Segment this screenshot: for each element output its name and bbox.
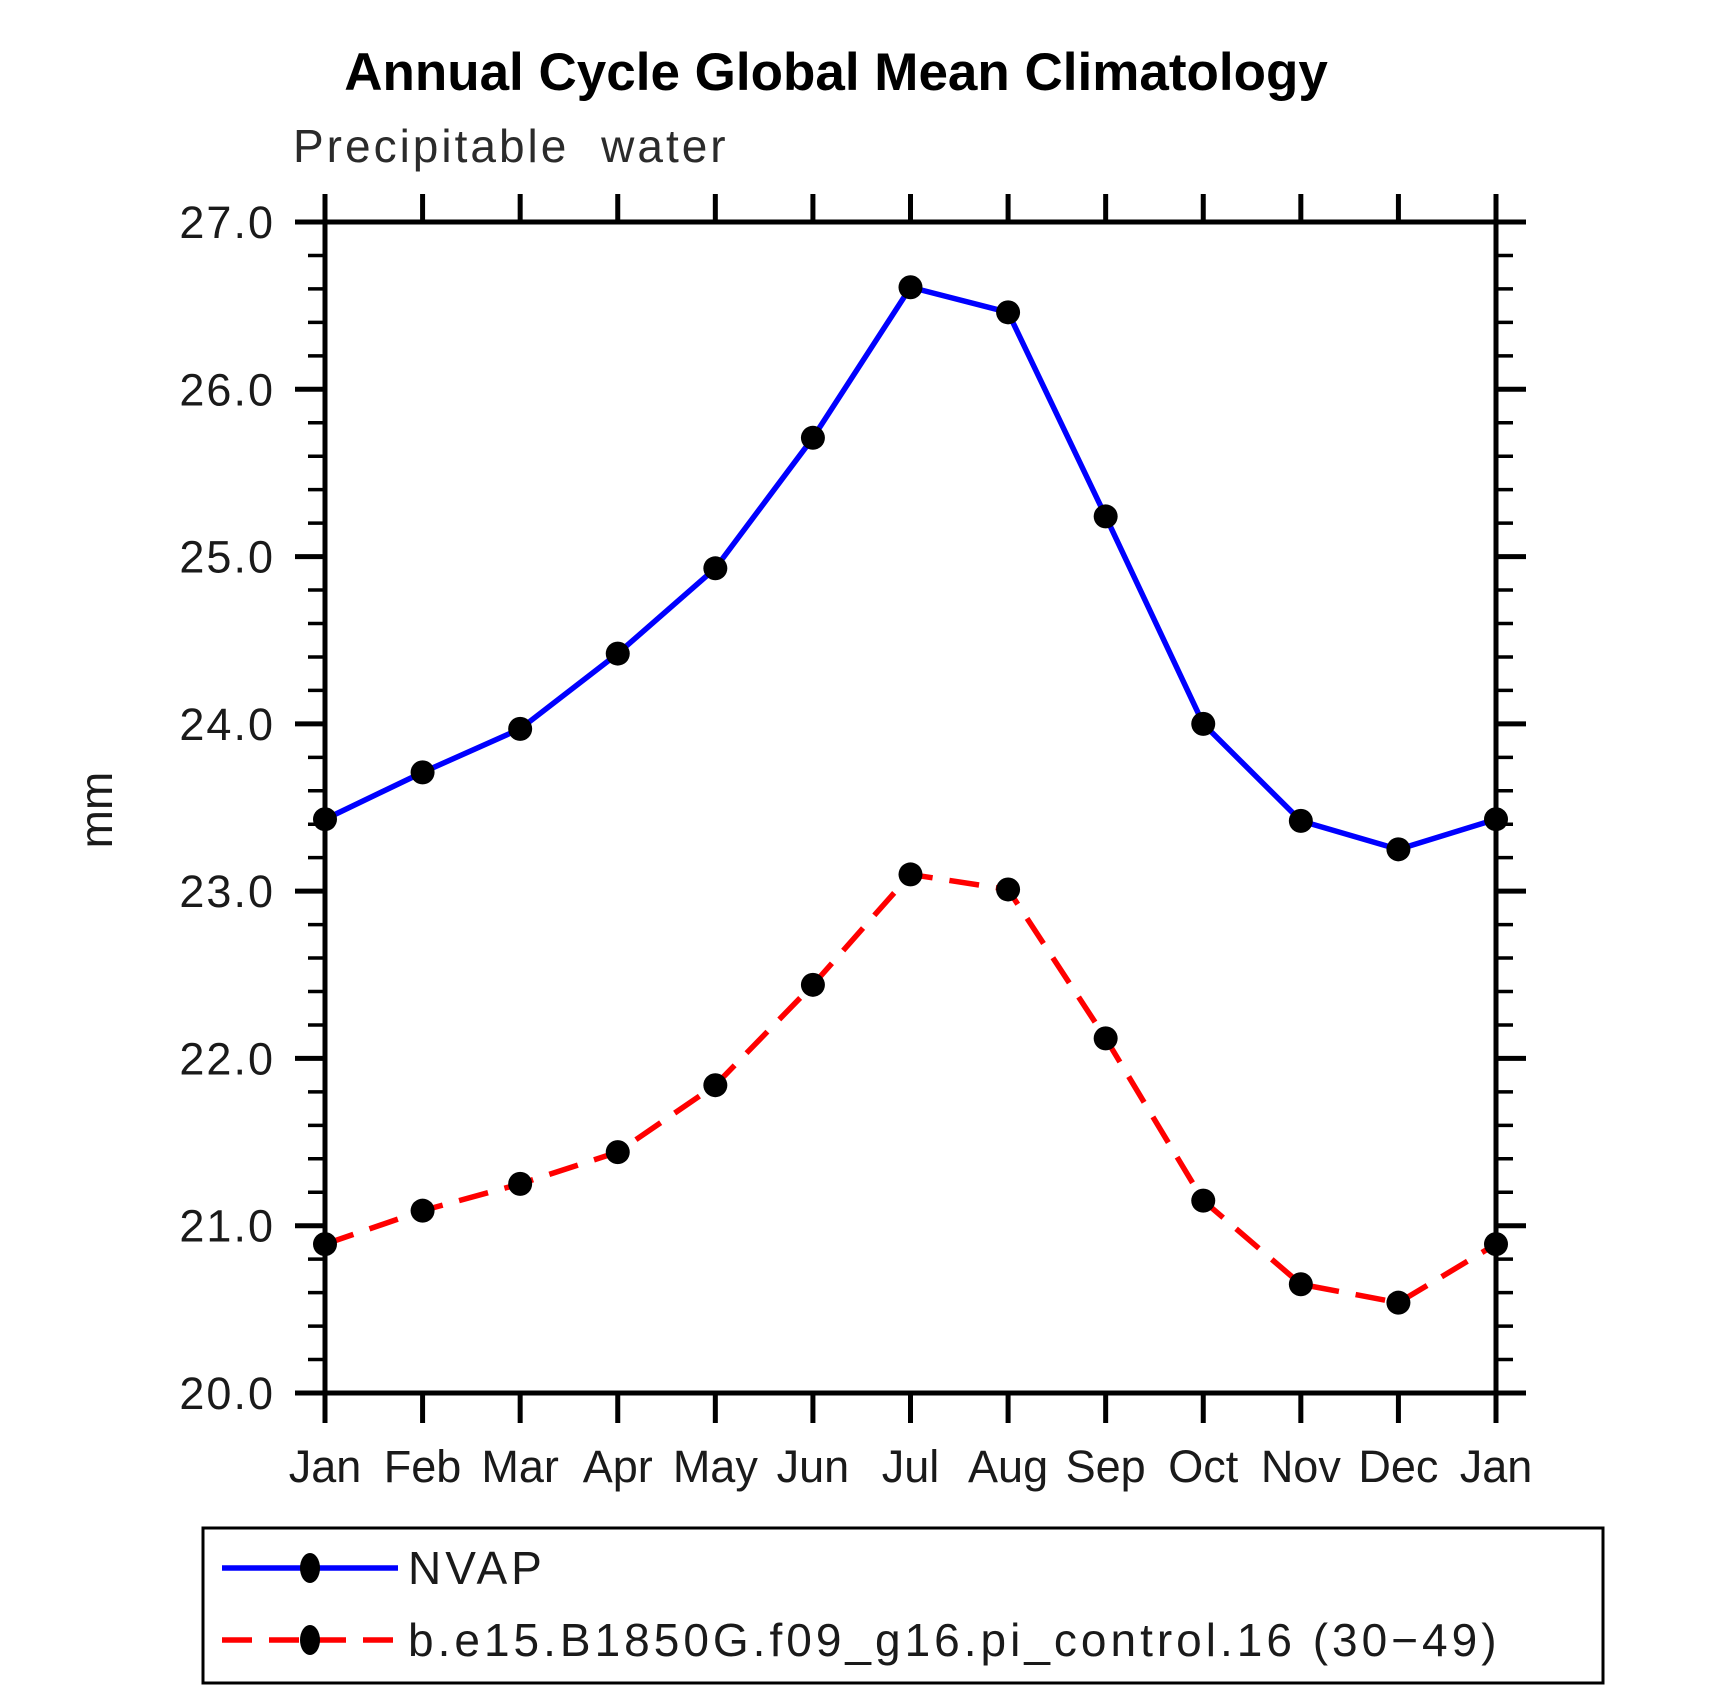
series-line-1	[324, 871, 1498, 1306]
series-1-marker	[313, 1232, 337, 1257]
series-1-marker	[1288, 1272, 1313, 1297]
series-1-marker	[605, 1140, 630, 1165]
x-tick-label: Jul	[882, 1441, 940, 1492]
legend-marker-nvap	[300, 1553, 320, 1583]
series-0-marker	[703, 556, 728, 581]
x-tick-label: Aug	[968, 1441, 1048, 1492]
chart-subtitle: Precipitable water	[293, 120, 729, 172]
axes: Jan Feb Mar Apr May Jun Jul Aug Sep Oct Nov Dec Jan 2…	[179, 194, 1532, 1492]
y-tick-label: 24.0	[179, 699, 275, 750]
plot-frame	[322, 219, 1499, 1396]
x-tick-label: May	[673, 1441, 759, 1492]
chart-title: Annual Cycle Global Mean Climatology	[344, 43, 1328, 102]
series-0-marker	[605, 641, 630, 666]
series-0-marker	[1484, 807, 1508, 832]
series-1-marker	[703, 1073, 728, 1098]
y-tick-label: 26.0	[179, 364, 275, 415]
y-tick-label: 22.0	[179, 1033, 275, 1084]
y-tick-label: 23.0	[179, 866, 275, 917]
series-line-0	[323, 284, 1497, 853]
series-1-marker	[410, 1198, 435, 1223]
series-1-marker	[508, 1171, 533, 1196]
y-axis-label: mm	[70, 772, 122, 849]
x-tick-label: Apr	[583, 1441, 653, 1492]
legend-label-model: b.e15.B1850G.f09_g16.pi_control.16 (30−4…	[408, 1614, 1501, 1666]
series-1-marker	[996, 877, 1021, 902]
series-1-marker	[1093, 1026, 1118, 1051]
x-tick-label: Jun	[777, 1441, 850, 1492]
series-0-marker	[996, 300, 1021, 325]
series-0-marker	[508, 716, 533, 741]
x-tick-label: Dec	[1358, 1441, 1438, 1492]
x-tick-label: Feb	[384, 1441, 462, 1492]
series-1-marker	[800, 972, 825, 997]
series-0-marker	[800, 425, 825, 450]
x-tick-label: Oct	[1168, 1441, 1239, 1492]
series-0-marker	[1191, 711, 1216, 736]
legend-box	[201, 1526, 1605, 1685]
y-tick-label: 25.0	[179, 532, 275, 583]
series-0-marker	[1288, 808, 1313, 833]
series-0-marker	[1386, 837, 1411, 862]
legend-label-nvap: NVAP	[408, 1542, 546, 1594]
x-tick-label: Nov	[1261, 1441, 1342, 1492]
x-tick-label: Sep	[1066, 1441, 1146, 1492]
series-0-marker	[1093, 504, 1118, 529]
series-0-marker	[313, 807, 337, 832]
series-1-marker	[1191, 1188, 1216, 1213]
series-0-marker	[898, 275, 923, 300]
legend-marker-model	[300, 1625, 320, 1655]
data-series	[313, 275, 1508, 1315]
x-tick-label: Jan	[1460, 1441, 1533, 1492]
series-1-marker	[1484, 1232, 1508, 1257]
x-tick-label: Jan	[289, 1441, 362, 1492]
series-1-marker	[898, 862, 923, 887]
series-1-marker	[1386, 1290, 1411, 1315]
y-tick-label: 27.0	[179, 197, 275, 248]
legend: NVAP b.e15.B1850G.f09_g16.pi_control.16 …	[201, 1526, 1605, 1685]
x-tick-label: Mar	[481, 1441, 559, 1492]
y-tick-label: 20.0	[179, 1368, 275, 1419]
y-tick-label: 21.0	[179, 1201, 275, 1252]
series-0-marker	[410, 760, 435, 785]
